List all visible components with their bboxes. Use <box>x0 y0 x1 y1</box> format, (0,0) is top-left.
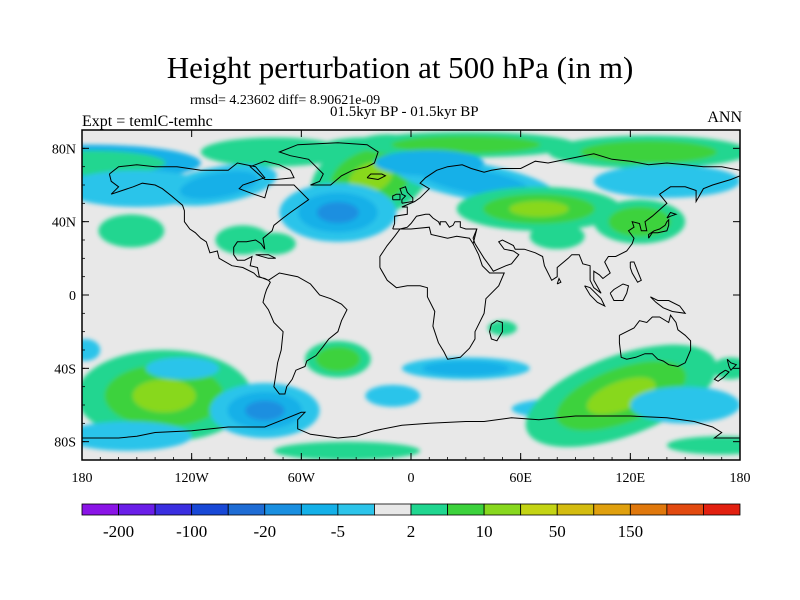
x-tick-label: 0 <box>408 471 415 486</box>
coastline-borneo <box>609 283 630 301</box>
anomaly-contour-bahamas-green-1 <box>251 232 296 255</box>
coastline-greenland <box>277 142 379 186</box>
y-tick-label: 40S <box>54 362 76 377</box>
colorbar-swatch <box>264 503 302 516</box>
anomaly-contour-south-pacific-blue-1 <box>145 357 220 380</box>
anomaly-contour-ross-sea-blue-1 <box>82 421 192 451</box>
coastline-north-america <box>108 162 310 281</box>
anomaly-contour-south-atlantic-low-3 <box>245 400 285 421</box>
anomaly-contour-arctic-pacific-2 <box>82 150 166 176</box>
season-label: ANN <box>707 109 742 126</box>
anomaly-contour-tibet-green-1 <box>529 223 585 250</box>
anomaly-contour-weddell-blue-1 <box>365 384 421 407</box>
coastline-japan <box>648 218 670 239</box>
coastline-new-zealand-south <box>713 369 730 382</box>
colorbar-swatch <box>337 503 375 516</box>
colorbar-swatch <box>483 503 522 516</box>
coastline-baffin <box>249 160 295 180</box>
coastline-ireland <box>392 193 401 201</box>
x-tick-label: 60E <box>509 471 532 486</box>
anomaly-contour-south-atlantic-high-2 <box>315 346 361 372</box>
coastline-sri-lanka <box>556 277 562 285</box>
chart-title: Height perturbation at 500 hPa (in m) <box>166 50 634 85</box>
coastline-hokkaido <box>666 211 678 219</box>
colorbar-swatch <box>191 503 229 516</box>
stats-text: rmsd= 4.23602 diff= 8.90621e-09 <box>190 93 381 108</box>
x-tick-label: 60W <box>288 471 316 486</box>
coastline-madagascar <box>489 320 503 342</box>
anomaly-contour-canada-low-2 <box>179 170 259 200</box>
coastline-antarctica <box>82 411 740 439</box>
anomaly-contour-tasman-blue-1 <box>630 386 740 424</box>
anomaly-contour-central-asia-high-3 <box>509 200 569 217</box>
colorbar-swatch <box>556 503 595 516</box>
colorbar-swatch <box>666 503 704 516</box>
anomaly-contour-south-indian-high-3 <box>586 377 656 415</box>
coastline-uk <box>399 186 414 204</box>
period-text: 01.5kyr BP - 01.5kyr BP <box>330 104 479 120</box>
colorbar-swatch <box>227 503 266 516</box>
colorbar-swatch <box>300 503 339 516</box>
y-tick-label: 40N <box>52 216 76 231</box>
colorbar-swatch <box>81 503 119 516</box>
x-tick-label: 180 <box>72 471 93 486</box>
y-tick-label: 80S <box>54 436 76 451</box>
coastline-africa <box>379 226 505 360</box>
anomaly-contour-dateline-blue-1 <box>82 339 101 361</box>
colorbar-label: 50 <box>549 522 566 541</box>
y-tick-label: 0 <box>69 289 76 304</box>
x-tick-label: 180 <box>730 471 751 486</box>
coastline-philippines <box>629 261 642 283</box>
colorbar-label: -200 <box>103 522 134 541</box>
colorbar-label: 2 <box>407 522 416 541</box>
colorbar-swatch <box>447 503 485 516</box>
colorbar-swatch <box>520 503 558 516</box>
coastline-new-zealand-north <box>726 358 738 372</box>
experiment-label: Expt = temlC-temhc <box>82 113 213 130</box>
anomaly-contour-norway-low-1 <box>374 150 485 176</box>
colorbar-swatch <box>374 503 412 516</box>
anomaly-contour-antarctica-east-green-1 <box>666 436 740 455</box>
colorbar-swatch <box>410 503 448 516</box>
x-tick-label: 120E <box>616 471 646 486</box>
coastline-arabia-sinai <box>472 228 478 244</box>
coastline-iceland <box>366 173 387 181</box>
colorbar-swatch <box>593 503 631 516</box>
anomaly-contour-north-atlantic-low-3 <box>316 201 359 224</box>
colorbar-swatch <box>629 503 668 516</box>
y-tick-label: 80N <box>52 142 76 157</box>
coastline-south-america <box>262 272 348 395</box>
anomaly-contour-east-siberia-blue-1 <box>593 164 740 198</box>
colorbar-swatch <box>703 503 741 516</box>
colorbar-label: -20 <box>253 522 276 541</box>
coastline-australia <box>618 314 692 368</box>
colorbar-label: 150 <box>618 522 644 541</box>
anomaly-contour-south-africa-low-2 <box>422 360 510 376</box>
anomaly-contour-siberia-green-2 <box>580 140 717 164</box>
anomaly-contour-barents-green-2 <box>391 135 541 154</box>
colorbar-label: -100 <box>176 522 207 541</box>
anomaly-contour-north-pacific-green-1 <box>98 214 165 248</box>
coastline-caribbean <box>255 254 276 259</box>
colorbar-label: -5 <box>331 522 345 541</box>
colorbar-swatch <box>118 503 156 516</box>
anomaly-contour-antarctic-green-1 <box>273 441 421 460</box>
coastline-new-guinea <box>650 296 687 314</box>
colorbar-swatch <box>154 503 193 516</box>
anomaly-contour-arctic-canada-1 <box>200 137 348 167</box>
anomaly-contour-south-pacific-high-3 <box>132 379 196 413</box>
coastline-sumatra <box>584 285 606 308</box>
colorbar-label: 10 <box>476 522 493 541</box>
x-tick-label: 120W <box>175 471 210 486</box>
